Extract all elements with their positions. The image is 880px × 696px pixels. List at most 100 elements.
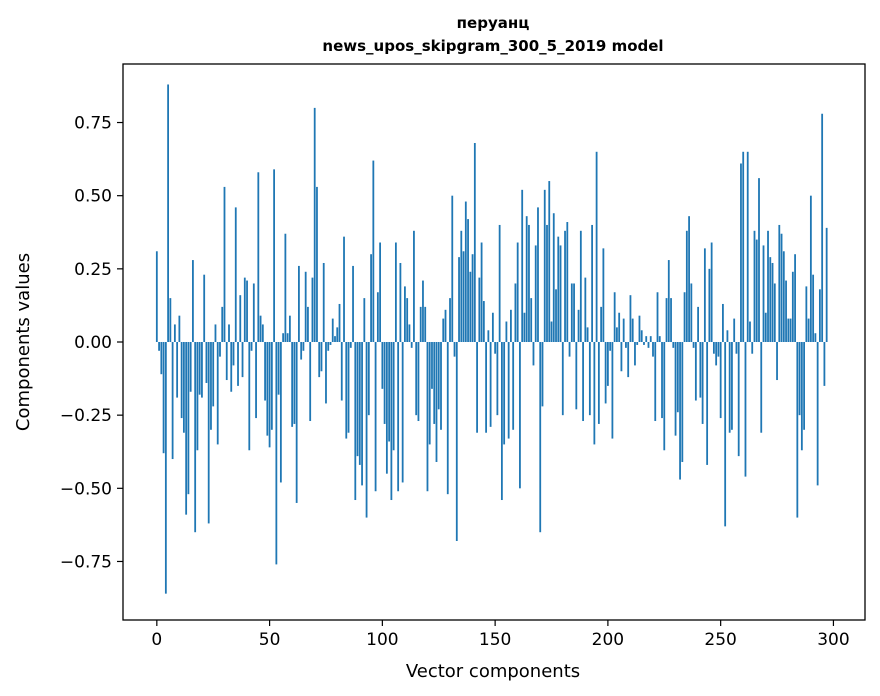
bar-41: [248, 342, 251, 451]
bar-173: [546, 224, 548, 342]
bar-10: [178, 315, 181, 342]
bar-170: [539, 342, 542, 533]
bar-207: [622, 318, 625, 342]
x-tick-label: 200: [592, 630, 624, 650]
bar-57: [284, 233, 287, 342]
bar-226: [665, 298, 668, 342]
bar-71: [316, 186, 318, 342]
bar-287: [803, 342, 805, 430]
bar-197: [600, 306, 603, 342]
bar-289: [807, 318, 810, 342]
bar-214: [638, 315, 641, 342]
bar-260: [742, 151, 745, 342]
bar-3: [162, 342, 165, 454]
y-tick-label: 0.00: [74, 333, 112, 353]
bar-220: [652, 342, 654, 357]
bar-150: [494, 342, 497, 354]
bar-29: [221, 306, 224, 342]
bar-201: [609, 342, 612, 351]
bar-158: [512, 342, 515, 430]
bar-177: [555, 289, 557, 342]
bar-81: [338, 303, 341, 342]
bar-12: [182, 342, 185, 433]
bar-117: [419, 306, 422, 342]
bar-46: [259, 315, 262, 342]
bar-176: [552, 213, 555, 342]
bar-55: [279, 342, 282, 483]
bar-190: [584, 277, 587, 342]
bar-218: [647, 342, 650, 348]
bar-0: [155, 251, 158, 342]
bar-263: [749, 321, 751, 342]
bar-122: [431, 342, 433, 389]
bar-16: [192, 260, 194, 342]
bar-248: [715, 342, 718, 366]
bar-52: [273, 169, 275, 342]
bar-296: [823, 342, 826, 386]
bar-284: [796, 342, 799, 518]
bar-232: [679, 342, 681, 480]
bar-53: [275, 342, 278, 565]
bar-15: [189, 342, 192, 392]
bar-21: [203, 274, 206, 342]
bar-87: [352, 265, 354, 342]
bar-123: [433, 342, 436, 424]
bar-215: [640, 330, 643, 342]
bar-195: [595, 151, 598, 342]
bar-133: [455, 342, 458, 541]
bar-261: [744, 342, 747, 477]
bar-151: [496, 342, 499, 416]
bar-126: [440, 342, 442, 430]
plot-frame: [122, 63, 866, 621]
bar-135: [460, 230, 463, 342]
bar-209: [627, 342, 630, 378]
bar-48: [264, 342, 266, 401]
bar-174: [548, 181, 551, 342]
bar-217: [645, 336, 648, 342]
bar-149: [491, 312, 494, 342]
bar-241: [699, 342, 702, 398]
bar-110: [404, 286, 406, 342]
bar-104: [390, 342, 393, 501]
bar-196: [597, 342, 600, 424]
bar-234: [683, 292, 686, 342]
bar-253: [726, 330, 729, 342]
bar-157: [510, 309, 512, 342]
bar-25: [212, 342, 215, 407]
bar-269: [762, 245, 765, 342]
bar-146: [485, 342, 487, 433]
bar-35: [234, 207, 237, 342]
bar-203: [613, 292, 616, 342]
bar-106: [394, 242, 397, 342]
bar-75: [325, 342, 327, 404]
bar-84: [345, 342, 348, 439]
x-axis-label: Vector components: [406, 661, 580, 682]
bar-183: [568, 342, 571, 357]
bar-219: [649, 336, 652, 342]
bar-145: [482, 301, 485, 342]
bar-204: [616, 327, 618, 342]
bar-95: [370, 254, 372, 342]
bar-98: [376, 292, 379, 342]
bar-86: [349, 342, 352, 348]
bar-70: [313, 107, 316, 342]
bar-94: [367, 342, 370, 416]
bar-165: [528, 224, 530, 342]
bar-169: [537, 207, 539, 342]
x-axis-ticks: 0 50 100 150 200 250 300: [151, 620, 850, 650]
bar-102: [385, 342, 388, 474]
bar-249: [717, 342, 720, 357]
x-tick-label: 300: [817, 630, 849, 650]
bar-256: [733, 318, 736, 342]
bar-267: [758, 178, 760, 342]
bar-82: [340, 342, 343, 401]
bar-38: [241, 342, 244, 378]
bar-225: [663, 342, 666, 451]
bar-27: [216, 342, 219, 445]
bar-96: [372, 160, 375, 342]
y-tick-label: −0.50: [60, 479, 112, 499]
bar-278: [782, 251, 785, 342]
bar-113: [410, 342, 413, 348]
bar-265: [753, 230, 756, 342]
bar-64: [300, 342, 303, 360]
